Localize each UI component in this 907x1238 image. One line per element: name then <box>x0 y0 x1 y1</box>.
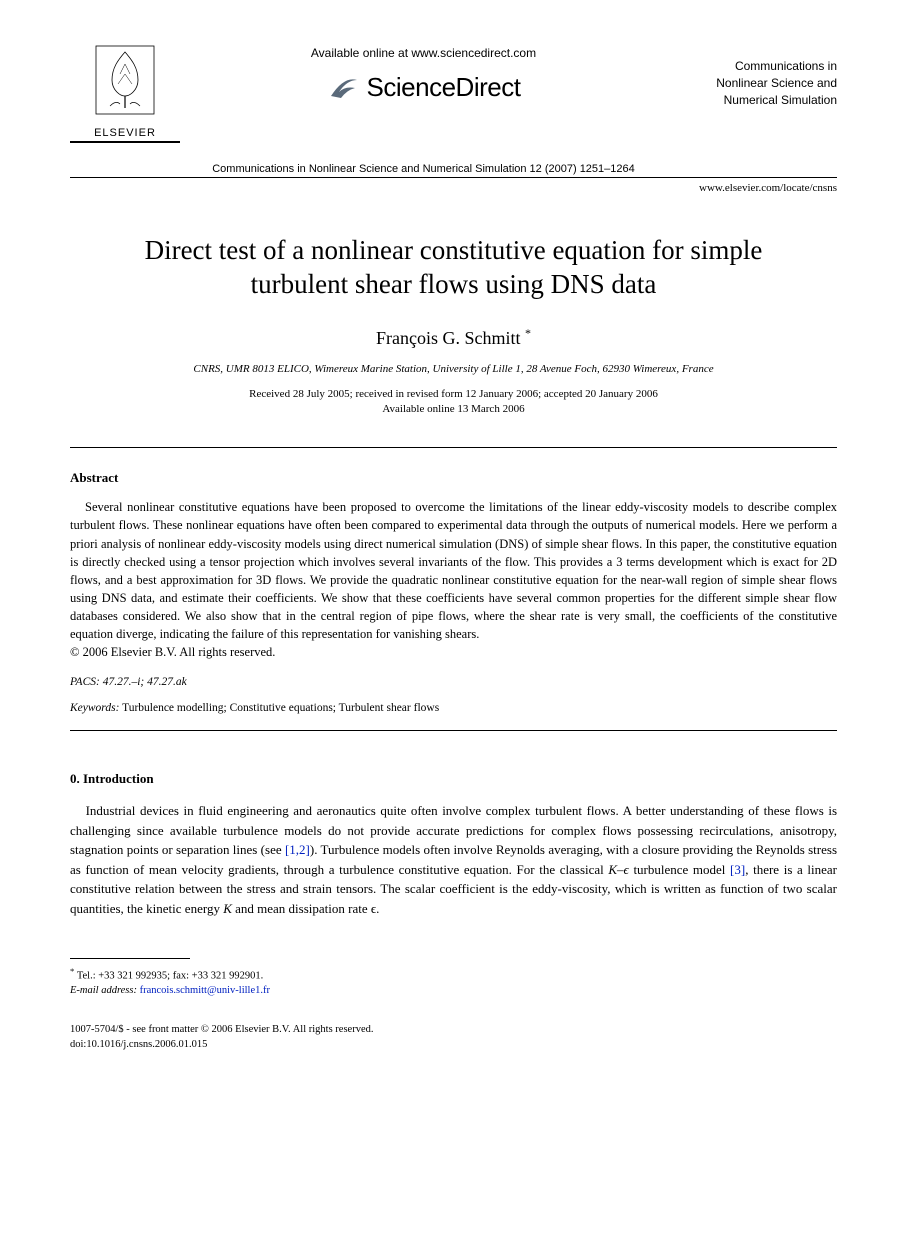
journal-name-block: Communications in Nonlinear Science and … <box>667 40 837 108</box>
sciencedirect-logo: ScienceDirect <box>327 70 521 104</box>
sciencedirect-text: ScienceDirect <box>367 72 521 103</box>
fax-label: fax: <box>173 971 189 982</box>
pacs-line: PACS: 47.27.–i; 47.27.ak <box>70 676 837 688</box>
k-symbol: K <box>223 901 232 916</box>
elsevier-tree-icon <box>90 40 160 120</box>
pacs-label: PACS: <box>70 676 100 688</box>
available-online-text: Available online at www.sciencedirect.co… <box>180 46 667 60</box>
elsevier-label: ELSEVIER <box>70 127 180 143</box>
tel-label: Tel.: <box>77 971 96 982</box>
author-line: François G. Schmitt * <box>70 326 837 349</box>
k-eps-symbol: K–ϵ <box>608 862 628 877</box>
abstract-text: Several nonlinear constitutive equations… <box>70 498 837 643</box>
journal-name-l3: Numerical Simulation <box>667 92 837 109</box>
pacs-value: 47.27.–i; 47.27.ak <box>103 676 187 688</box>
author-name: François G. Schmitt <box>376 328 521 348</box>
keywords-value: Turbulence modelling; Constitutive equat… <box>122 702 439 714</box>
keywords-label: Keywords: <box>70 702 119 714</box>
abstract-heading: Abstract <box>70 470 837 486</box>
ref-3[interactable]: [3] <box>730 862 745 877</box>
author-corresp-marker: * <box>525 326 531 340</box>
citation-row: Communications in Nonlinear Science and … <box>70 151 837 178</box>
intro-para-1: Industrial devices in fluid engineering … <box>70 801 837 918</box>
journal-url: www.elsevier.com/locate/cnsns <box>70 182 837 194</box>
footnote-rule <box>70 958 190 959</box>
header-center: Available online at www.sciencedirect.co… <box>180 40 667 109</box>
abstract-copyright: © 2006 Elsevier B.V. All rights reserved… <box>70 645 837 660</box>
footer-doi: doi:10.1016/j.cnsns.2006.01.015 <box>70 1038 837 1053</box>
paper-title: Direct test of a nonlinear constitutive … <box>100 234 807 302</box>
footer-front-matter: 1007-5704/$ - see front matter © 2006 El… <box>70 1023 837 1038</box>
keywords-line: Keywords: Turbulence modelling; Constitu… <box>70 702 837 714</box>
journal-name-l2: Nonlinear Science and <box>667 75 837 92</box>
corresp-footnote: * Tel.: +33 321 992935; fax: +33 321 992… <box>70 965 837 999</box>
section-0-heading: 0. Introduction <box>70 771 837 787</box>
email-label: E-mail address: <box>70 985 137 996</box>
article-dates: Received 28 July 2005; received in revis… <box>70 387 837 418</box>
footnote-marker: * <box>70 966 74 976</box>
affiliation: CNRS, UMR 8013 ELICO, Wimereux Marine St… <box>70 363 837 375</box>
tel-value: +33 321 992935; <box>98 971 170 982</box>
intro-t5: and mean dissipation rate ϵ. <box>232 901 380 916</box>
fax-value: +33 321 992901. <box>192 971 264 982</box>
dates-online: Available online 13 March 2006 <box>70 402 837 417</box>
footer-block: 1007-5704/$ - see front matter © 2006 El… <box>70 1023 837 1052</box>
email-link[interactable]: francois.schmitt@univ-lille1.fr <box>140 985 270 996</box>
journal-name-l1: Communications in <box>667 58 837 75</box>
publisher-logo-block: ELSEVIER <box>70 40 180 143</box>
citation-text: Communications in Nonlinear Science and … <box>180 163 667 175</box>
sciencedirect-swoosh-icon <box>327 70 361 104</box>
rule-top <box>70 447 837 448</box>
header-row: ELSEVIER Available online at www.science… <box>70 40 837 143</box>
ref-1-2[interactable]: [1,2] <box>285 842 310 857</box>
dates-received: Received 28 July 2005; received in revis… <box>70 387 837 402</box>
paper-page: ELSEVIER Available online at www.science… <box>0 0 907 1103</box>
rule-bottom <box>70 730 837 731</box>
intro-t3: turbulence model <box>629 862 730 877</box>
